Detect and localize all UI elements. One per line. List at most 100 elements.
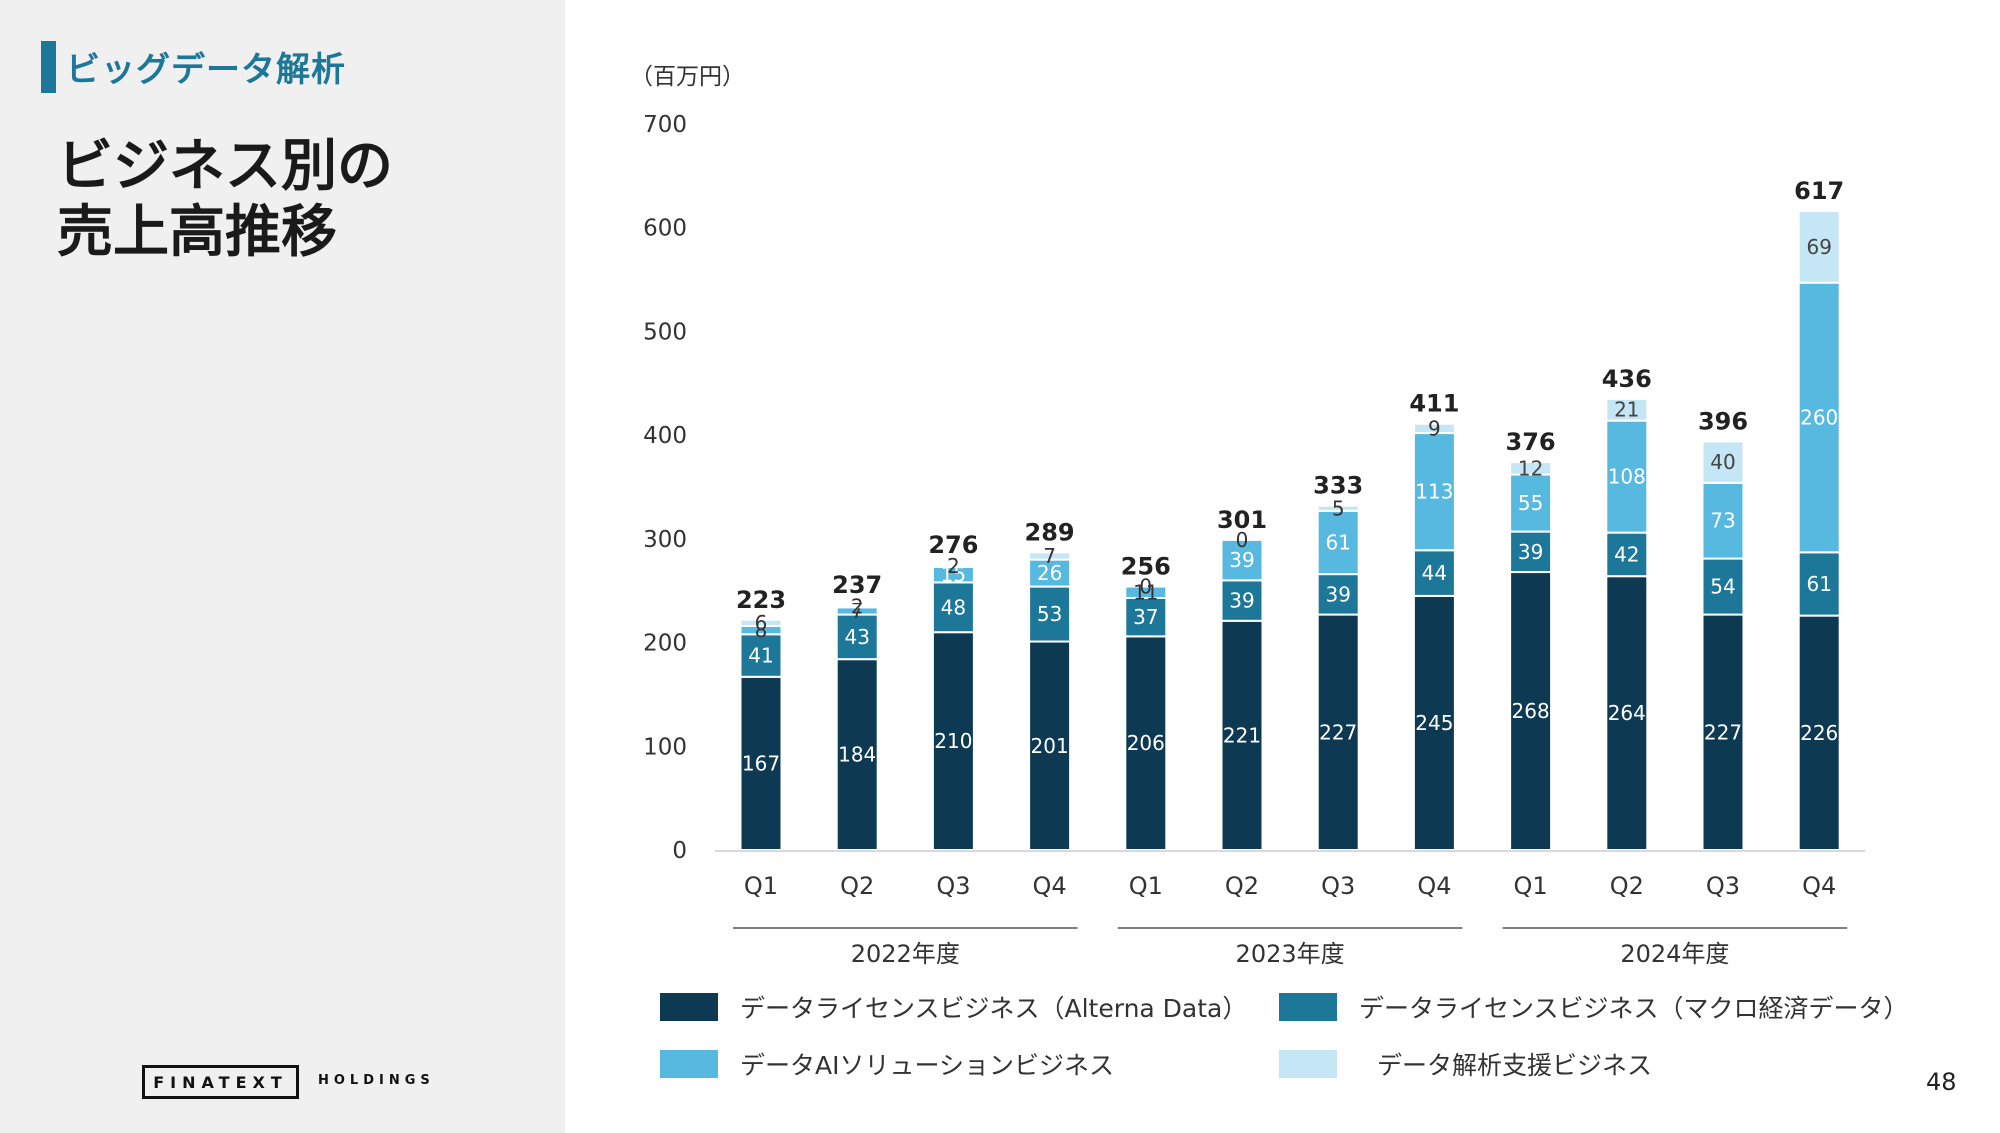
y-tick-label: 500: [643, 319, 687, 345]
y-tick-label: 300: [643, 527, 687, 553]
x-tick-label: Q4: [1417, 872, 1451, 900]
segment-value-label: 264: [1608, 701, 1646, 725]
y-tick-label: 400: [643, 423, 687, 449]
segment-value-label: 260: [1800, 406, 1838, 430]
segment-value-label: 41: [748, 644, 773, 668]
group-label: 2024年度: [1620, 940, 1729, 968]
segment-value-label: 113: [1415, 480, 1453, 504]
segment-value-label: 184: [838, 743, 876, 767]
legend-item-analysis-support: データ解析支援ビジネス: [1279, 1046, 1652, 1082]
x-axis: Q1 Q2 Q3 Q4 Q1 Q2 Q3 Q4 Q1 Q2 Q3 Q4 2022年度 2023年度 2024…: [715, 850, 1865, 968]
legend-swatch: [660, 1050, 718, 1078]
bar-segment: [1124, 596, 1168, 638]
bar-segment: [1412, 422, 1456, 435]
logo-sub-text: HOLDINGS: [318, 1073, 435, 1088]
x-tick-label: Q1: [1514, 872, 1548, 900]
total-value-label: 333: [1313, 472, 1363, 500]
bar-segment: [835, 613, 879, 661]
legend-label: データ解析支援ビジネス: [1377, 1051, 1653, 1080]
segment-value-label: 0: [1236, 528, 1249, 552]
bar-segment: [1797, 614, 1841, 851]
legend-swatch: [1279, 993, 1337, 1021]
bar-segment: [1701, 613, 1745, 851]
segment-value-label: 43: [844, 625, 869, 649]
x-tick-label: Q2: [1610, 872, 1644, 900]
bar-segment: [931, 563, 975, 568]
legend-label: データライセンスビジネス（Alterna Data）: [740, 994, 1248, 1023]
x-tick-label: Q3: [1321, 872, 1355, 900]
segment-value-label: 245: [1415, 711, 1453, 735]
x-tick-label: Q2: [840, 872, 874, 900]
x-tick-label: Q1: [744, 872, 778, 900]
segment-value-label: 6: [755, 611, 768, 635]
segment-value-label: 11: [1133, 580, 1158, 604]
bar-segment: [1028, 585, 1072, 643]
segment-value-label: 2: [947, 554, 960, 578]
y-axis: 0 100 200 300 400 500 600 700: [643, 112, 687, 864]
bar-segment: [1124, 635, 1168, 851]
segment-value-label: 12: [1518, 456, 1543, 480]
segment-value-label: 73: [1710, 509, 1735, 533]
segment-value-label: 206: [1127, 731, 1165, 755]
segment-value-label: 21: [1614, 398, 1639, 422]
legend-swatch: [1279, 1050, 1337, 1078]
bar-segment: [835, 658, 879, 851]
segment-value-label: 7: [1043, 544, 1056, 568]
segment-value-label: 61: [1325, 530, 1350, 554]
segment-value-label: 40: [1710, 450, 1735, 474]
unit-label: （百万円）: [630, 64, 745, 90]
total-value-label: 436: [1602, 365, 1652, 393]
segment-value-label: 221: [1223, 723, 1261, 747]
bar-segment: [1701, 557, 1745, 616]
segment-value-label: 108: [1608, 465, 1646, 489]
legend-item-alterna: データライセンスビジネス（Alterna Data）: [660, 989, 1247, 1025]
total-value-label: 411: [1409, 390, 1459, 418]
bar-segment: [1316, 509, 1360, 576]
y-tick-label: 200: [643, 631, 687, 657]
x-tick-label: Q2: [1225, 872, 1259, 900]
segment-value-label: 61: [1806, 572, 1831, 596]
total-value-label: 237: [832, 571, 882, 599]
left-panel: ビッグデータ解析 ビジネス別の 売上高推移 FINATEXT HOLDINGS: [0, 0, 565, 1133]
x-tick-label: Q3: [1706, 872, 1740, 900]
total-value-label: 376: [1506, 428, 1556, 456]
segment-value-label: 5: [1332, 496, 1345, 520]
bar-segment: [1797, 210, 1841, 284]
x-tick-label: Q4: [1033, 872, 1067, 900]
segment-value-label: 39: [1229, 548, 1254, 572]
bar-segment: [1701, 481, 1745, 560]
legend-label: データライセンスビジネス（マクロ経済データ）: [1359, 994, 1909, 1023]
segment-value-label: 39: [1229, 589, 1254, 613]
bars-layer: 1674186223184437223721048152276201532672…: [736, 177, 1844, 852]
bar-segment: [931, 631, 975, 852]
segment-value-label: 2: [851, 594, 864, 618]
x-tick-label: Q3: [936, 872, 970, 900]
segment-value-label: 9: [1428, 416, 1441, 440]
page-title: ビジネス別の 売上高推移: [57, 134, 393, 265]
bar-segment: [1605, 419, 1649, 534]
section-accent-bar: [41, 41, 56, 93]
bar-segment: [1220, 579, 1264, 622]
bar-segment: [1316, 504, 1360, 512]
y-tick-label: 600: [643, 216, 687, 242]
bar-segment: [739, 633, 783, 678]
total-value-label: 301: [1217, 506, 1267, 534]
bar-segment: [1316, 573, 1360, 616]
segment-value-label: 48: [941, 595, 966, 619]
legend-label: データAIソリューションビジネス: [740, 1051, 1114, 1080]
y-tick-label: 100: [643, 734, 687, 760]
bar-segment: [1124, 585, 1168, 599]
segment-value-label: 227: [1319, 720, 1357, 744]
segment-value-label: 53: [1037, 602, 1062, 626]
bar-segment: [1797, 281, 1841, 554]
bar-segment: [1028, 640, 1072, 852]
segment-value-label: 39: [1325, 582, 1350, 606]
segment-value-label: 268: [1512, 699, 1550, 723]
bar-segment: [1509, 461, 1553, 476]
segment-value-label: 26: [1037, 561, 1062, 585]
page-number: 48: [1926, 1068, 1957, 1096]
bar-segment: [835, 604, 879, 609]
total-value-label: 617: [1794, 177, 1844, 205]
x-tick-label: Q1: [1129, 872, 1163, 900]
bar-segment: [739, 618, 783, 627]
